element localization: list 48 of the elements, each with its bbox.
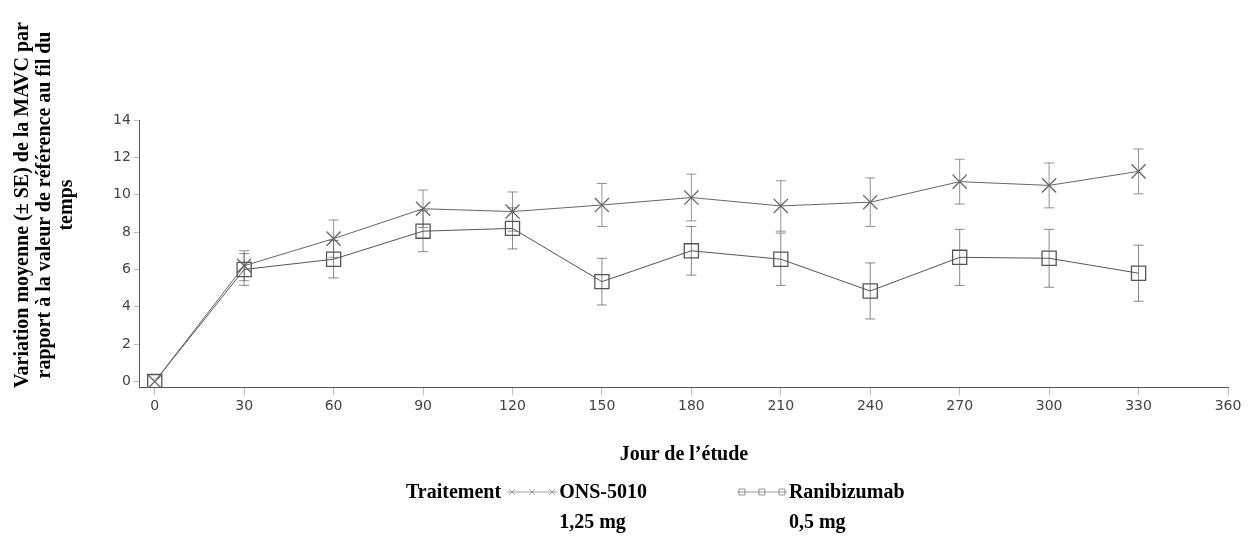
point [1130,163,1147,180]
point [862,194,878,210]
x-tick-label: 330 [1125,397,1152,414]
x-tick-label: 150 [588,397,616,414]
y-axis-title: Variation moyenne (± SE) de la MAVC par rapport à la valeur de référence au fil du temps [10,21,77,388]
point [951,249,968,266]
x-tick-label: 90 [414,397,432,414]
y-tick-label: 6 [121,260,131,277]
y-tick-label: 14 [112,110,131,127]
point [504,203,521,220]
y-tick-label: 12 [112,148,131,165]
point [773,198,789,214]
x-tick-label: 0 [150,397,160,414]
point [415,223,431,239]
point [1041,250,1057,266]
legend-label: Ranibizumab 0,5 mg [788,480,905,533]
point [594,197,610,213]
legend-label: ONS-5010 1,25 mg [559,480,647,533]
point [236,261,252,278]
x-tick-label: 30 [235,397,254,414]
point [773,251,789,267]
point [504,220,521,237]
x-tick-label: 240 [856,397,884,414]
point [325,230,342,247]
x-tick-label: 180 [677,397,705,414]
y-tick-label: 4 [121,297,131,314]
point [325,251,342,267]
point [951,173,968,190]
point [1041,177,1057,194]
point [415,201,431,217]
legend-title: Traitement [406,480,502,502]
point [862,283,878,299]
y-tick-label: 10 [112,185,131,202]
y-tick-label: 0 [121,372,131,389]
x-tick-label: 120 [499,397,526,414]
point [236,258,252,274]
x-tick-label: 300 [1035,397,1063,414]
point [594,273,610,290]
x-tick-label: 210 [767,397,795,414]
x-axis-title: Jour de l’étude [619,442,749,464]
x-tick-label: 270 [946,397,974,414]
point [683,243,700,259]
point [683,189,700,206]
point [1130,265,1147,281]
x-tick-label: 60 [324,397,343,414]
y-tick-label: 2 [121,334,131,351]
x-tick-label: 360 [1214,397,1242,414]
y-tick-label: 8 [121,222,131,239]
